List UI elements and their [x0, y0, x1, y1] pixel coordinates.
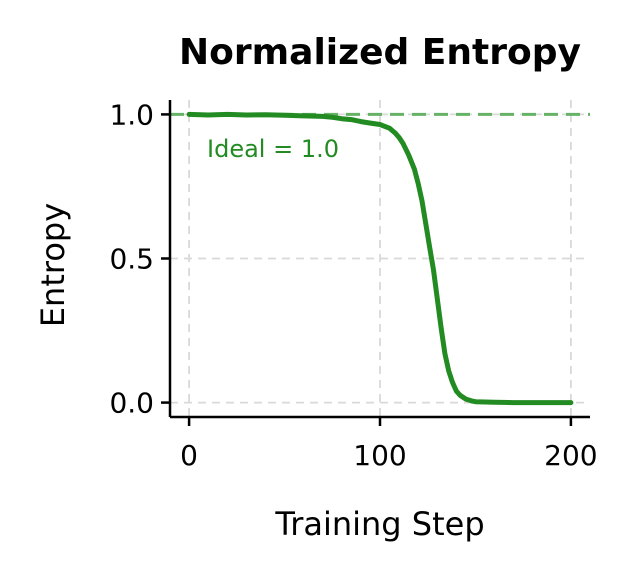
y-axis-label: Entropy [34, 203, 72, 327]
x-tick-label: 100 [353, 439, 406, 472]
entropy-series-line [186, 111, 574, 406]
axis-ticks: 0 100 200 0.0 0.5 1.0 [109, 98, 597, 472]
x-tick-label: 0 [180, 439, 198, 472]
y-tick-label: 0.0 [109, 387, 154, 420]
y-tick-label: 0.5 [109, 243, 154, 276]
y-tick-label: 1.0 [109, 98, 154, 131]
ideal-annotation: Ideal = 1.0 [207, 135, 339, 163]
x-axis-label: Training Step [274, 505, 484, 543]
chart-title: Normalized Entropy [179, 32, 581, 73]
x-tick-label: 200 [544, 439, 597, 472]
